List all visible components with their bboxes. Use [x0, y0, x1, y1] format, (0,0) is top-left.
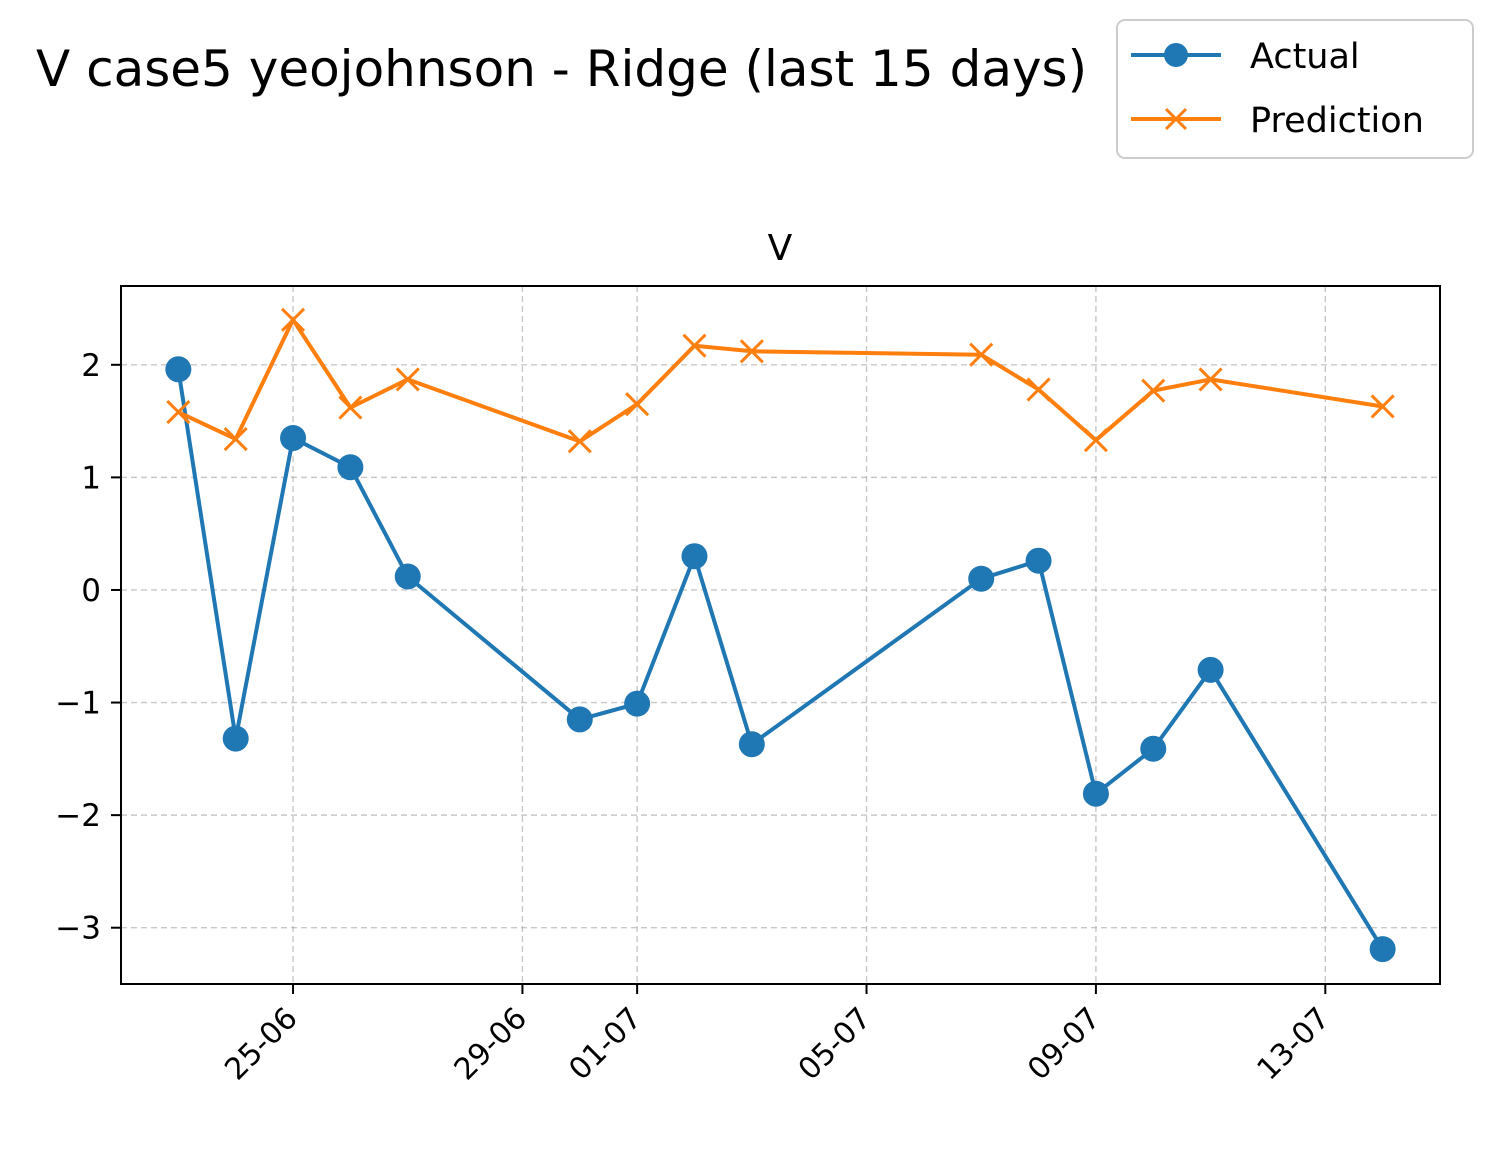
legend-label-prediction: Prediction — [1250, 101, 1424, 141]
legend-marker-prediction-stroke-b — [1164, 107, 1188, 131]
data-point-prediction — [338, 395, 363, 420]
y-tick-label: 0 — [81, 573, 101, 609]
data-point-actual — [280, 424, 307, 451]
y-tick-label: −1 — [55, 686, 101, 722]
data-point-prediction — [1198, 367, 1223, 392]
data-point-actual — [566, 706, 593, 733]
y-axis: 2 1 0 −1 −2 −3 — [55, 348, 121, 947]
data-point-stroke — [969, 342, 994, 367]
legend-entry-prediction: Prediction — [1131, 101, 1424, 141]
data-point-prediction — [969, 342, 994, 367]
data-point-prediction — [625, 392, 650, 417]
series-actual — [165, 356, 1396, 963]
series-layer — [165, 307, 1396, 963]
data-point-actual — [1025, 547, 1052, 574]
data-point-actual — [394, 563, 421, 590]
data-point-stroke — [395, 367, 420, 392]
chart-title: V — [768, 228, 793, 269]
data-point-stroke — [1141, 378, 1166, 403]
legend-marker-actual — [1164, 43, 1188, 67]
figure-suptitle: V case5 yeojohnson - Ridge (last 15 days… — [36, 40, 1087, 98]
data-point-prediction — [280, 307, 306, 332]
data-point-stroke — [682, 333, 707, 358]
data-point-stroke — [1026, 377, 1051, 402]
data-point-prediction — [223, 427, 248, 452]
plot-background — [121, 286, 1440, 984]
legend: Actual Prediction — [1116, 19, 1474, 159]
data-point-stroke — [223, 427, 248, 452]
data-point-prediction — [166, 400, 191, 425]
data-point-stroke — [739, 339, 764, 364]
data-point-stroke — [1370, 394, 1395, 419]
legend-entry-actual: Actual — [1131, 37, 1360, 77]
data-point-actual — [738, 731, 765, 758]
series-prediction — [166, 307, 1395, 454]
data-point-actual — [624, 690, 651, 717]
data-point-actual — [165, 356, 192, 383]
data-point-prediction — [395, 367, 420, 392]
data-point-actual — [968, 565, 995, 592]
data-point-prediction — [1141, 378, 1166, 403]
data-point-stroke — [338, 395, 363, 420]
data-point-actual — [1369, 936, 1396, 963]
y-tick-label: 1 — [81, 460, 101, 496]
data-point-stroke — [166, 400, 191, 425]
y-tick-label: −2 — [55, 798, 101, 834]
data-point-prediction — [1083, 428, 1108, 453]
data-point-actual — [1082, 780, 1109, 807]
data-point-actual — [337, 454, 364, 481]
data-point-actual — [681, 543, 708, 570]
data-point-stroke — [625, 392, 650, 417]
data-point-actual — [1140, 735, 1167, 762]
y-tick-label: 2 — [81, 348, 101, 384]
data-point-prediction — [1026, 377, 1051, 402]
plot-area — [120, 285, 1441, 985]
legend-marker-prediction — [1164, 107, 1188, 131]
data-point-stroke — [567, 429, 592, 454]
data-point-actual — [222, 725, 249, 752]
data-point-prediction — [567, 429, 592, 454]
legend-label-actual: Actual — [1250, 37, 1360, 77]
data-point-stroke — [280, 307, 306, 332]
data-point-actual — [1197, 656, 1224, 683]
y-tick-label: −3 — [55, 911, 101, 947]
data-point-stroke — [1083, 428, 1108, 453]
grid — [121, 286, 1440, 984]
data-point-prediction — [1370, 394, 1395, 419]
plot-frame — [120, 285, 1441, 985]
data-point-prediction — [682, 333, 707, 358]
data-point-prediction — [739, 339, 764, 364]
data-point-stroke — [1198, 367, 1223, 392]
